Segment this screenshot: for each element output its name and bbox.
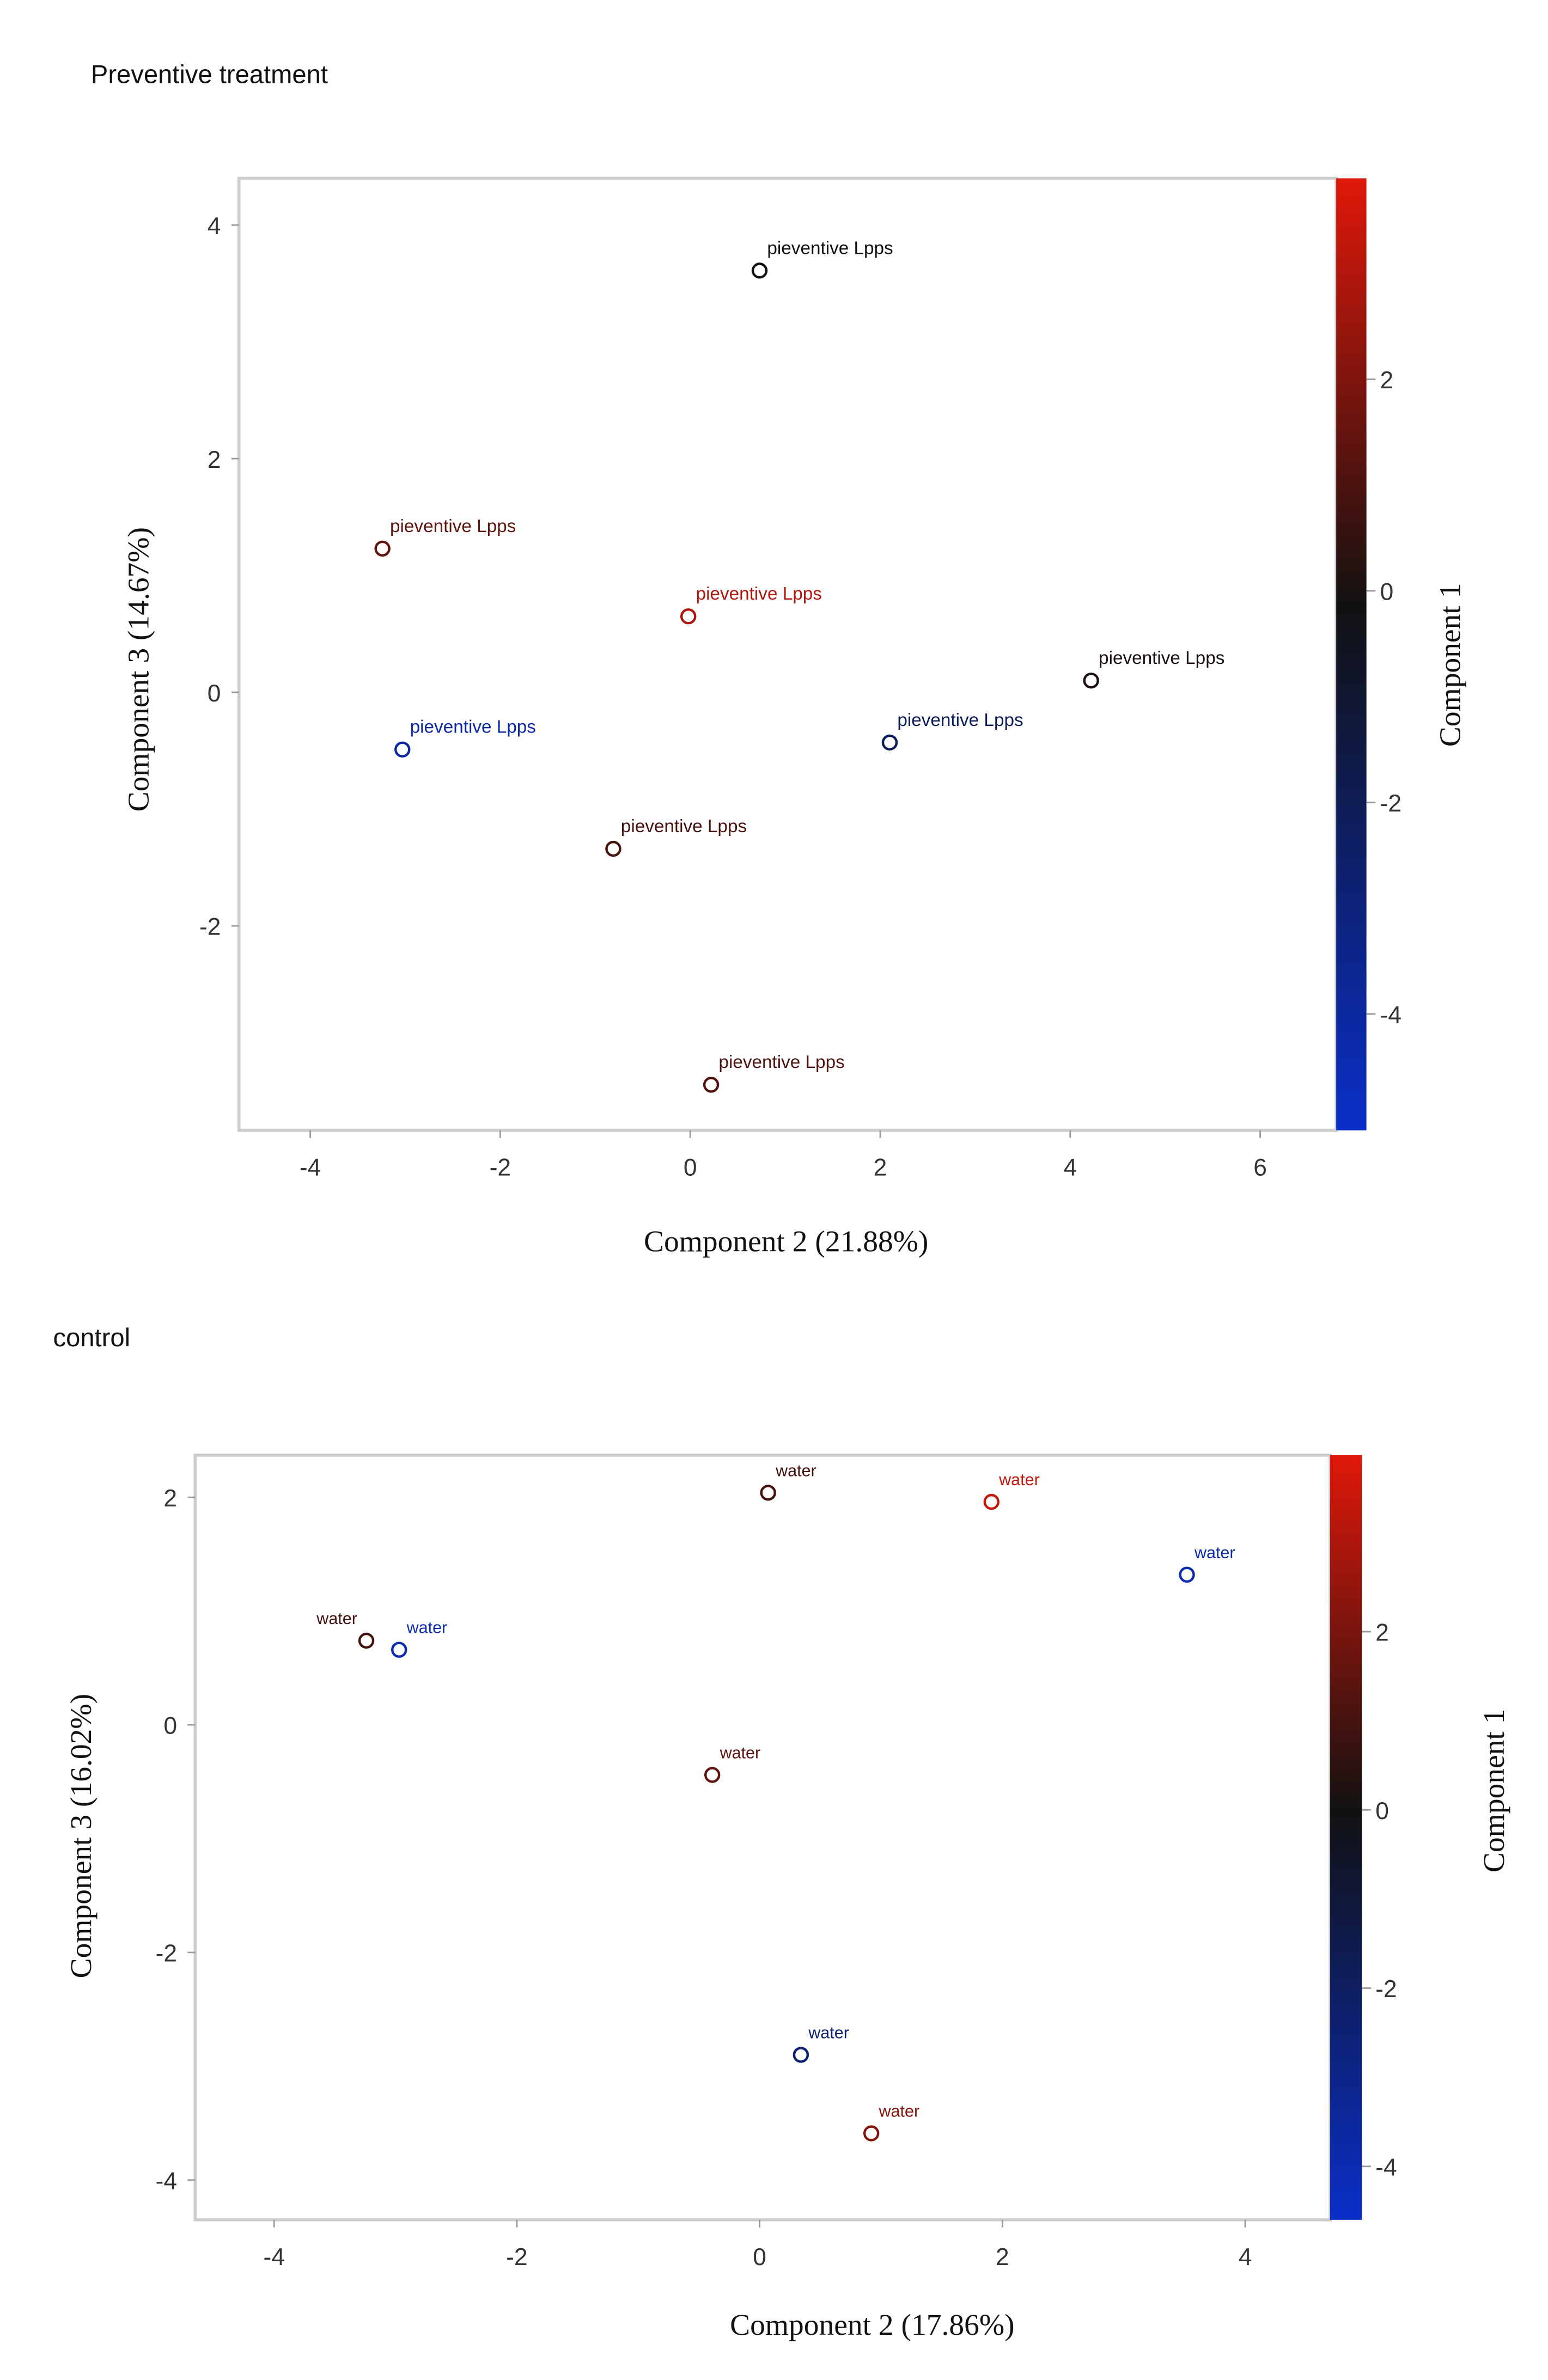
y-tick-label: 0 [208,680,221,707]
x-axis-label: Component 2 (17.86%) [730,2309,1014,2342]
colorbar-label: Component 1 [1434,583,1467,747]
chart-control: control -4 -2 0 2 4 -4 -2 0 2 -4 -2 0 2 water water wat… [53,1323,1512,2342]
point-label: water [1194,1543,1235,1562]
plot-area [237,176,1338,1132]
y-tick-label: 2 [163,1485,177,1512]
point-label: pieventive Lpps [696,584,822,604]
data-point [374,540,391,557]
x-tick-label: -4 [263,2244,284,2271]
x-tick-label: -4 [300,1155,321,1181]
point-label: pieventive Lpps [767,238,893,258]
colorbar-tick-label: 0 [1375,1798,1389,1824]
data-point [680,608,697,625]
x-tick-label: 2 [996,2244,1009,2271]
data-point [1179,1566,1195,1583]
data-point [983,1493,1000,1510]
data-point [704,1767,721,1783]
point-label: water [775,1461,816,1480]
data-point [760,1485,776,1501]
x-tick-label: 0 [753,2244,766,2271]
y-axis-label: Component 3 (14.67%) [122,527,155,811]
x-tick-label: 4 [1063,1155,1077,1181]
x-tick-label: -2 [506,2244,527,2271]
chart-title: control [53,1323,131,1352]
colorbar [1330,1455,1362,2220]
y-tick-label: 0 [163,1713,177,1740]
data-point [1083,672,1099,689]
x-tick-label: 0 [684,1155,697,1181]
colorbar-label: Component 1 [1478,1709,1511,1873]
data-point [391,1641,407,1658]
point-label: pieventive Lpps [410,717,536,737]
colorbar-tick-label: -4 [1375,2154,1397,2181]
y-axis-label: Component 3 (16.02%) [65,1694,98,1978]
data-point [863,2125,880,2141]
point-label: water [998,1470,1040,1489]
x-tick-label: 4 [1239,2244,1252,2271]
colorbar-tick-label: -2 [1375,1976,1397,2003]
chart-preventive: Preventive treatment -4 -2 0 2 4 6 -2 0 2 4 -4 -2 0 2… [91,60,1467,1259]
y-tick-label: 4 [208,213,221,240]
point-label: water [316,1609,357,1628]
colorbar-tick-label: 0 [1380,579,1394,606]
colorbar [1336,178,1367,1131]
x-axis-label: Component 2 (21.88%) [644,1225,928,1258]
x-tick-label: 6 [1253,1155,1267,1181]
data-point [703,1077,720,1093]
x-tick-label: -2 [490,1155,511,1181]
plot-area [193,1454,1332,2222]
colorbar-tick-label: 2 [1380,367,1394,394]
chart-title: Preventive treatment [91,60,328,89]
y-tick-label: -2 [156,1940,177,1967]
point-label: pieventive Lpps [390,516,516,536]
colorbar-tick-label: 2 [1375,1620,1389,1646]
data-point [793,2047,809,2063]
colorbar-tick-label: -4 [1380,1002,1401,1028]
data-point [881,734,898,751]
data-point [751,263,768,279]
point-label: pieventive Lpps [897,710,1023,730]
data-point [394,741,411,758]
x-tick-label: 2 [874,1155,887,1181]
data-point [605,840,621,857]
point-label: pieventive Lpps [1099,648,1224,668]
y-tick-label: -2 [199,914,221,941]
point-label: water [879,2102,920,2121]
point-label: water [720,1743,761,1762]
point-label: water [406,1619,448,1637]
y-tick-label: 2 [208,447,221,473]
point-label: pieventive Lpps [621,816,747,837]
y-tick-label: -4 [156,2168,177,2194]
colorbar-tick-label: -2 [1380,790,1401,817]
data-point [358,1632,375,1649]
point-label: pieventive Lpps [718,1052,844,1072]
point-label: water [808,2023,849,2042]
